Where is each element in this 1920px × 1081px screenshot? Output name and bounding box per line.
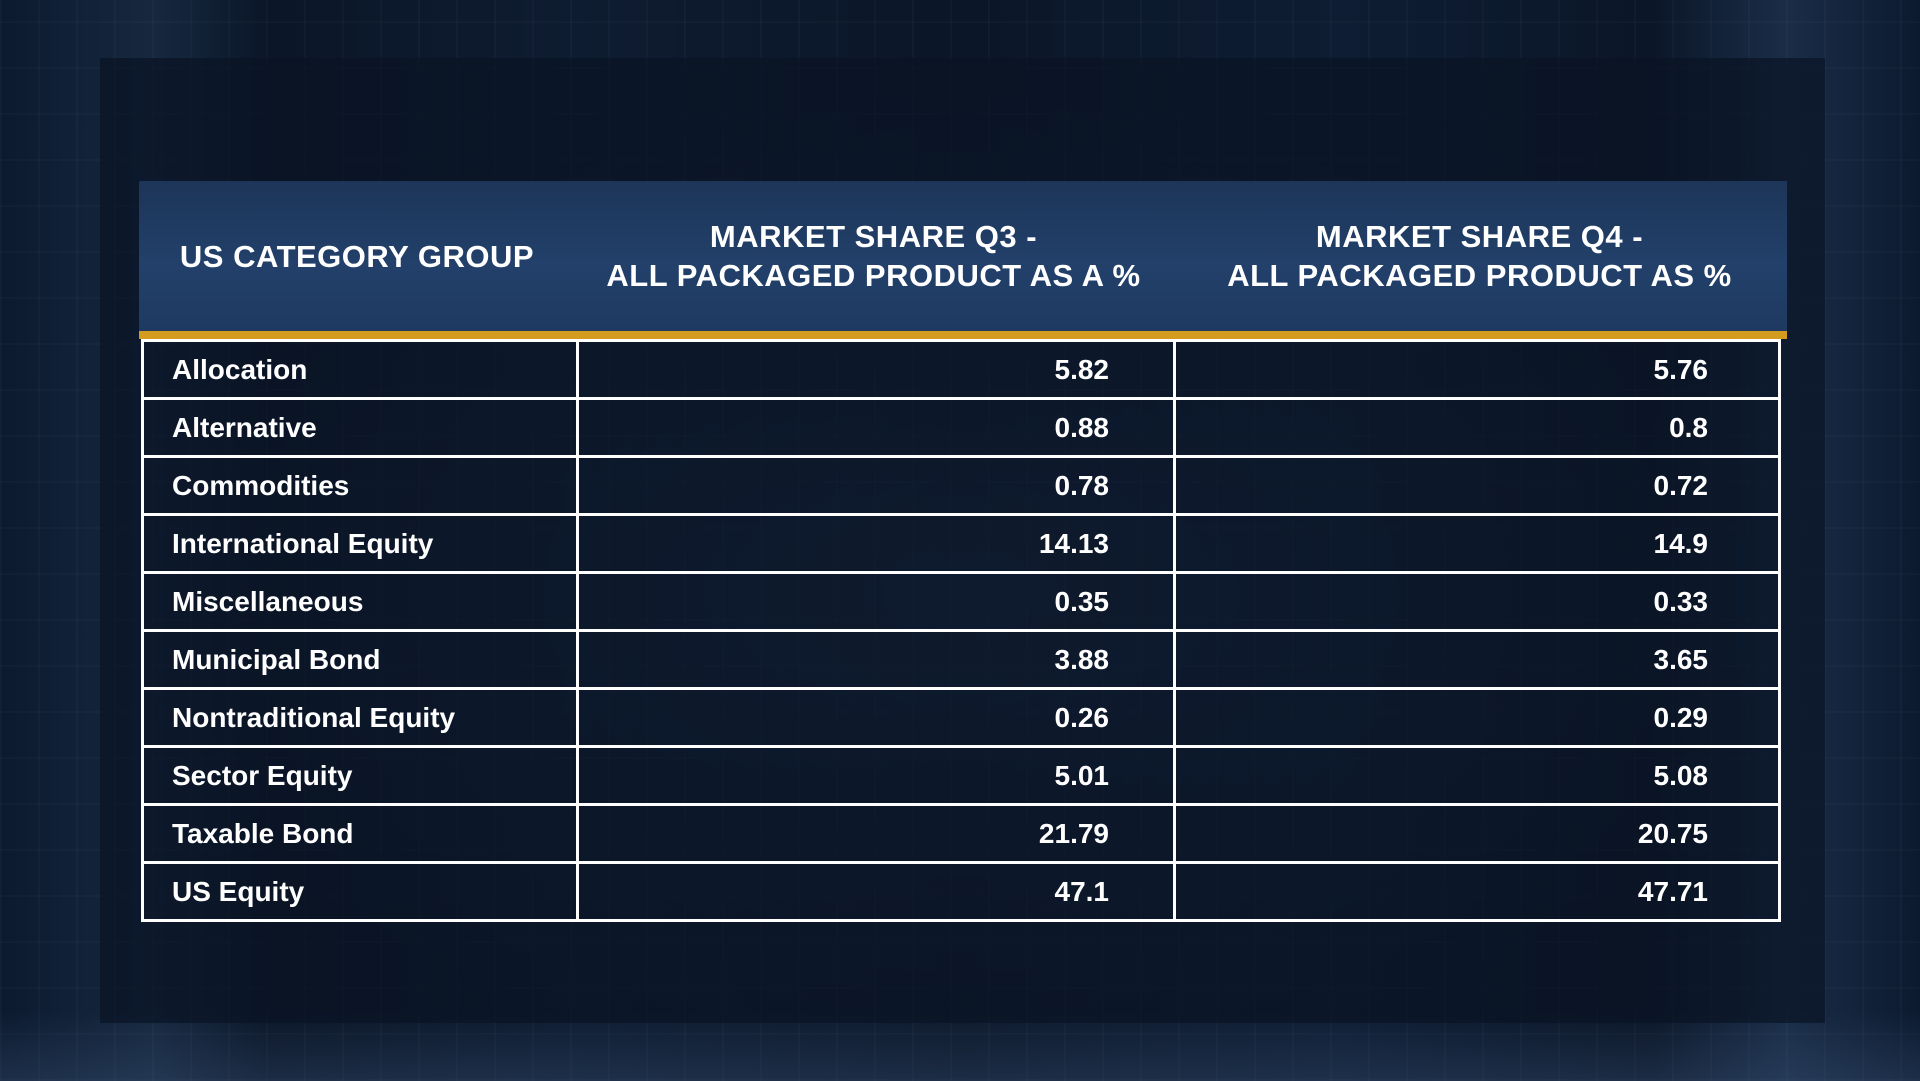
column-header-q3: MARKET SHARE Q3 - ALL PACKAGED PRODUCT A… [606, 219, 1141, 293]
table-body: Allocation 5.82 5.76 Alternative 0.88 0.8 Comm… [141, 339, 1781, 922]
q3-value: 21.79 [579, 806, 1176, 861]
category-label: Sector Equity [144, 748, 579, 803]
q4-value: 14.9 [1653, 527, 1709, 559]
q3-value: 0.26 [579, 690, 1176, 745]
q4-value: 3.65 [1653, 643, 1709, 675]
q4-value: 0.72 [1653, 469, 1709, 501]
category-label: Miscellaneous [144, 574, 579, 629]
table-header: US CATEGORY GROUP MARKET SHARE Q3 - ALL … [139, 181, 1787, 339]
column-header-category: US CATEGORY GROUP [179, 238, 535, 274]
q4-value: 5.76 [1653, 353, 1709, 385]
q4-value: 47.71 [1637, 875, 1708, 907]
table-row: Taxable Bond 21.79 20.75 [144, 806, 1778, 864]
category-label: Taxable Bond [144, 806, 579, 861]
q4-value: 0.29 [1653, 701, 1709, 733]
table-row: US Equity 47.1 47.71 [144, 864, 1778, 919]
table-row: Allocation 5.82 5.76 [144, 342, 1778, 400]
q4-value: 0.33 [1653, 585, 1709, 617]
category-label: Alternative [144, 400, 579, 455]
q4-value: 0.8 [1669, 411, 1708, 443]
category-label: International Equity [144, 516, 579, 571]
category-label: US Equity [144, 864, 579, 919]
table-row: Sector Equity 5.01 5.08 [144, 748, 1778, 806]
market-share-table: US CATEGORY GROUP MARKET SHARE Q3 - ALL … [139, 181, 1787, 922]
q3-value: 0.88 [579, 400, 1176, 455]
q3-value: 5.01 [579, 748, 1176, 803]
q4-value: 20.75 [1637, 817, 1708, 849]
q3-value: 0.78 [579, 458, 1176, 513]
table-row: Alternative 0.88 0.8 [144, 400, 1778, 458]
q3-value: 5.82 [579, 342, 1176, 397]
table-row: International Equity 14.13 14.9 [144, 516, 1778, 574]
q3-value: 0.35 [579, 574, 1176, 629]
table-row: Miscellaneous 0.35 0.33 [144, 574, 1778, 632]
table-row: Nontraditional Equity 0.26 0.29 [144, 690, 1778, 748]
q3-value: 3.88 [579, 632, 1176, 687]
category-label: Municipal Bond [144, 632, 579, 687]
table-row: Commodities 0.78 0.72 [144, 458, 1778, 516]
q3-value: 47.1 [579, 864, 1176, 919]
q3-value: 14.13 [579, 516, 1176, 571]
q4-value: 5.08 [1653, 759, 1709, 791]
category-label: Nontraditional Equity [144, 690, 579, 745]
category-label: Commodities [144, 458, 579, 513]
column-header-q4: MARKET SHARE Q4 - ALL PACKAGED PRODUCT A… [1227, 219, 1732, 293]
table-row: Municipal Bond 3.88 3.65 [144, 632, 1778, 690]
category-label: Allocation [144, 342, 579, 397]
